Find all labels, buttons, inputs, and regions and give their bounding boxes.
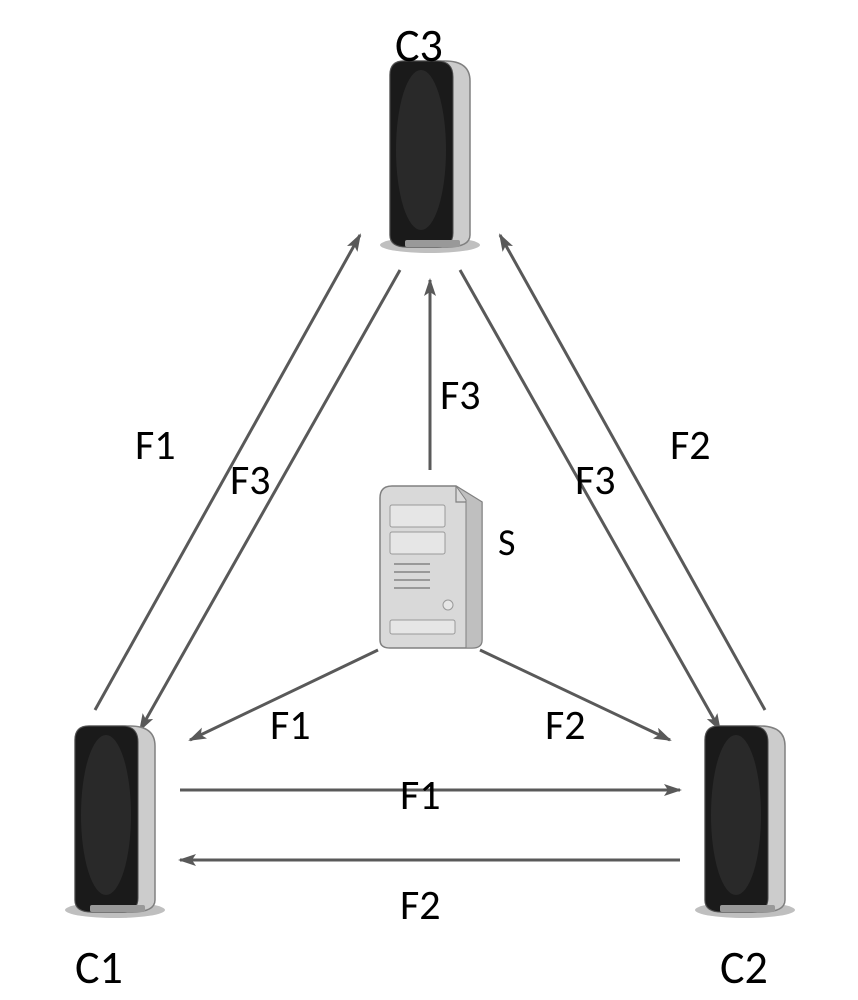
- node-c1: [60, 720, 170, 920]
- label-s: S: [498, 520, 515, 566]
- edge-label-s-c3: F3: [440, 370, 481, 421]
- node-c3: [375, 55, 485, 255]
- edge-label-c2-c1: F2: [400, 880, 441, 931]
- edge-c1_c3: [95, 235, 360, 710]
- edge-c2_c3: [500, 235, 765, 710]
- server-icon: [380, 486, 482, 648]
- thin-client-icon: [695, 726, 795, 918]
- edge-label-c3-c2: F3: [575, 455, 616, 506]
- edge-label-c3-c1: F3: [230, 455, 271, 506]
- label-c2: C2: [720, 940, 768, 996]
- edge-label-c2-c3: F2: [670, 420, 711, 471]
- edge-label-c1-c2: F1: [400, 770, 441, 821]
- label-c1: C1: [75, 940, 123, 996]
- edge-label-s-c2: F2: [545, 700, 586, 751]
- thin-client-icon: [380, 61, 480, 253]
- node-c2: [690, 720, 800, 920]
- edge-label-s-c1: F1: [270, 700, 311, 751]
- label-c3: C3: [395, 18, 443, 74]
- diagram-canvas: C3 S C1 C2 F1 F2 F3 F1 F2 F1 F3 F2 F3: [0, 0, 858, 1000]
- node-s: [370, 480, 490, 650]
- edge-label-c1-c3: F1: [135, 420, 176, 471]
- thin-client-icon: [65, 726, 165, 918]
